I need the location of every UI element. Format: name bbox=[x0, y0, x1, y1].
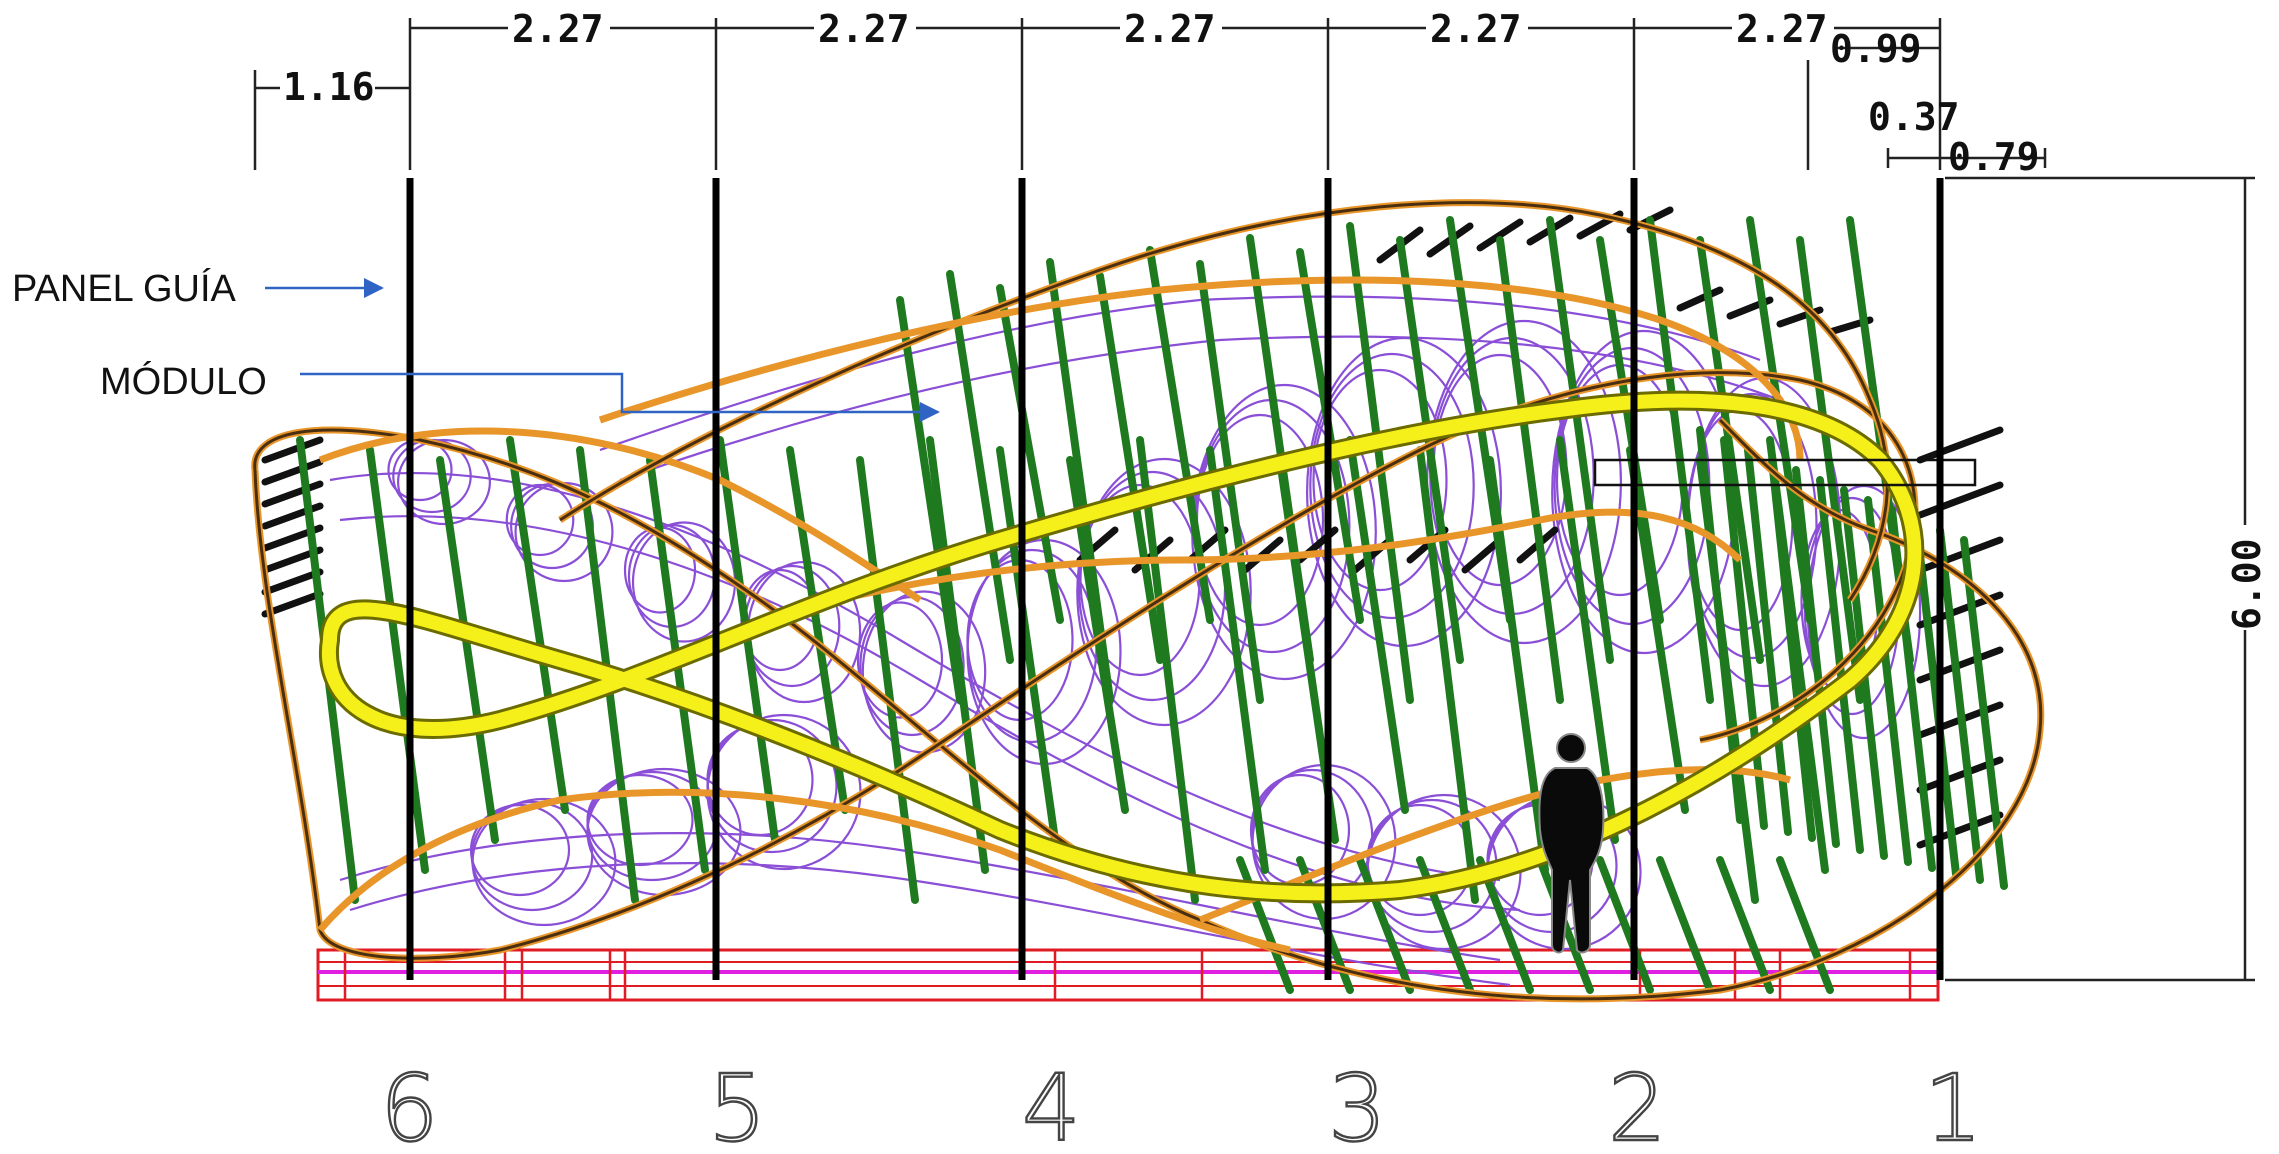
dimension-spacing-3-2: 2.27 bbox=[1430, 7, 1522, 51]
green-brace bbox=[1744, 446, 1792, 836]
dimension-spacing-4-3: 2.27 bbox=[1124, 7, 1216, 51]
green-brace bbox=[996, 446, 1059, 844]
dimension-right-a: 0.99 bbox=[1830, 27, 1922, 71]
green-brace bbox=[506, 436, 569, 814]
green-brace bbox=[896, 296, 964, 704]
dimension-right-b: 0.37 bbox=[1868, 95, 1960, 139]
green-brace bbox=[1716, 856, 1774, 994]
green-brace bbox=[1556, 436, 1619, 844]
band-outlines bbox=[251, 199, 2045, 1003]
green-brace bbox=[1912, 516, 1960, 878]
dimension-height: 6.00 bbox=[2225, 538, 2269, 630]
rib-ring bbox=[1309, 352, 1475, 620]
black-brace bbox=[1676, 286, 1724, 312]
green-brace bbox=[1246, 234, 1314, 664]
green-brace bbox=[1596, 236, 1664, 624]
green-brace bbox=[1146, 246, 1214, 624]
black-brace bbox=[261, 590, 324, 618]
green-brace bbox=[1596, 856, 1654, 994]
black-brace bbox=[1461, 536, 1504, 574]
green-brace bbox=[1096, 272, 1164, 664]
axis-label-1: 1 bbox=[1924, 1055, 1983, 1154]
green-brace bbox=[1206, 446, 1269, 874]
black-brace bbox=[261, 568, 324, 596]
black-brace bbox=[1916, 481, 2004, 519]
module-structure bbox=[251, 199, 2045, 1003]
callouts: PANEL GUÍA MÓDULO bbox=[12, 267, 940, 422]
dimension-spacing-5-4: 2.27 bbox=[818, 7, 910, 51]
dimension-labels: 1.16 2.27 2.27 2.27 2.27 2.27 0.99 0.37 … bbox=[283, 7, 2269, 630]
callout-modulo: MÓDULO bbox=[100, 360, 267, 403]
green-brace bbox=[1046, 258, 1114, 704]
dimension-spacing-6-5: 2.27 bbox=[512, 7, 604, 51]
green-brace bbox=[1496, 236, 1564, 704]
black-brace bbox=[1916, 536, 2004, 574]
rib-ring bbox=[1076, 457, 1252, 727]
black-brace bbox=[1476, 218, 1524, 252]
green-brace bbox=[1776, 856, 1834, 994]
callout-panel-guia: PANEL GUÍA bbox=[12, 267, 236, 310]
dimension-left-offset: 1.16 bbox=[283, 65, 375, 109]
dimension-right-c: 0.79 bbox=[1948, 135, 2040, 179]
green-brace bbox=[1356, 856, 1414, 994]
green-brace bbox=[1792, 466, 1840, 848]
rib-guide bbox=[619, 335, 1781, 482]
green-brace bbox=[1416, 446, 1479, 904]
green-brace bbox=[1656, 856, 1714, 994]
green-brace bbox=[1396, 236, 1464, 664]
axis-label-6: 6 bbox=[380, 1055, 439, 1154]
green-brace bbox=[1136, 436, 1199, 904]
black-brace bbox=[261, 480, 324, 508]
green-braces bbox=[296, 216, 2008, 994]
dimension-spacing-2-1: 2.27 bbox=[1736, 7, 1828, 51]
rib-ring bbox=[1312, 368, 1448, 592]
rib-ring bbox=[856, 601, 944, 719]
green-brace bbox=[1768, 456, 1816, 842]
black-brace bbox=[261, 436, 324, 464]
green-brace bbox=[1936, 526, 1984, 884]
green-brace bbox=[856, 456, 919, 904]
green-brace bbox=[1346, 436, 1409, 814]
axis-label-5: 5 bbox=[708, 1055, 767, 1154]
overlay-rectangle bbox=[1593, 458, 1977, 487]
axis-label-2: 2 bbox=[1608, 1055, 1667, 1154]
rib-ring bbox=[471, 797, 617, 927]
green-brace bbox=[926, 436, 989, 874]
callout-arrow-modulo bbox=[300, 372, 940, 422]
green-brace bbox=[366, 446, 429, 874]
green-brace bbox=[1720, 436, 1768, 830]
green-brace bbox=[1888, 506, 1936, 872]
rib-guide bbox=[599, 295, 1761, 452]
green-brace bbox=[1696, 236, 1764, 664]
rib-ring bbox=[586, 773, 694, 867]
axis-lines bbox=[406, 178, 1944, 980]
yellow-walkway bbox=[318, 390, 1925, 904]
base-platform bbox=[316, 948, 1940, 1002]
green-brace bbox=[1796, 236, 1864, 704]
green-brace bbox=[436, 456, 499, 844]
green-brace bbox=[946, 270, 1014, 664]
black-brace bbox=[1916, 426, 2004, 464]
person-silhouette-icon bbox=[1538, 733, 1605, 954]
black-brace bbox=[1916, 811, 2004, 849]
rib-ring bbox=[397, 438, 492, 526]
axis-label-4: 4 bbox=[1022, 1055, 1081, 1154]
black-brace bbox=[261, 458, 324, 486]
rib-guide bbox=[329, 471, 1501, 882]
rib-guide bbox=[339, 832, 1501, 962]
axis-numbers: 6 5 4 3 2 1 bbox=[379, 1054, 1984, 1154]
axis-label-3: 3 bbox=[1328, 1055, 1387, 1154]
green-brace bbox=[1346, 222, 1414, 704]
